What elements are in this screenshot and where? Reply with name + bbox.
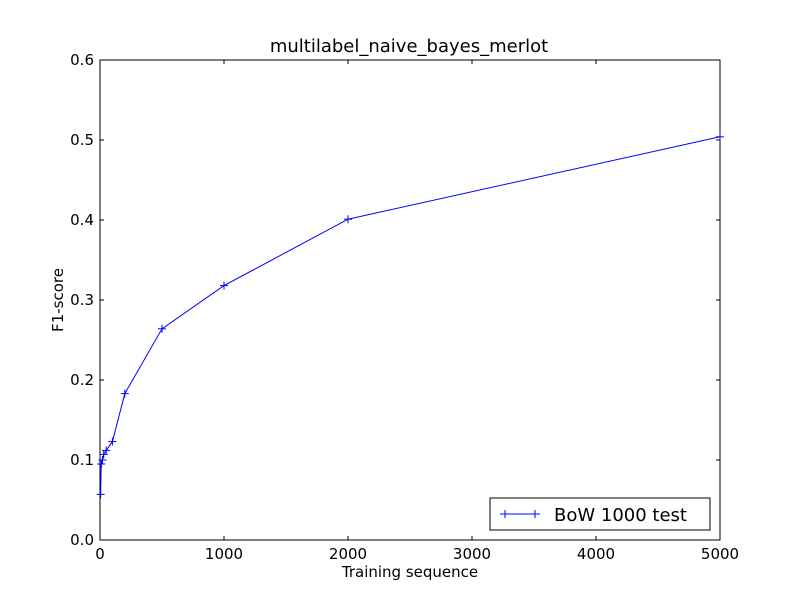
y-axis-title: F1-score [49, 268, 67, 332]
x-axis-title: Training sequence [341, 563, 478, 581]
axis-ticks: 0 1000 2000 3000 4000 5000 0.0 0.1 0.2 0.3 0.4 0.5 0… [70, 51, 739, 563]
y-tick-label: 0.1 [70, 451, 94, 469]
y-tick-label: 0.2 [70, 371, 94, 389]
legend-label: BoW 1000 test [554, 505, 687, 526]
y-tick-label: 0.5 [70, 131, 94, 149]
data-point [716, 132, 724, 141]
x-tick-label: 4000 [577, 545, 615, 563]
y-tick-label: 0.0 [70, 531, 94, 549]
data-point [98, 456, 107, 464]
data-point [97, 460, 106, 468]
x-tick-label: 3000 [453, 545, 491, 563]
data-point [120, 389, 129, 398]
data-point [96, 490, 105, 499]
data-point [220, 281, 228, 290]
data-point [158, 324, 166, 333]
y-tick-label: 0.6 [70, 51, 94, 69]
x-tick-label: 5000 [701, 545, 739, 563]
legend: BoW 1000 test [489, 497, 711, 531]
x-tick-label: 1000 [205, 545, 243, 563]
plot-area [99, 59, 721, 541]
data-point [108, 437, 117, 446]
chart-title: multilabel_naive_bayes_merlot [270, 36, 548, 57]
x-tick-label: 2000 [329, 545, 367, 563]
y-tick-label: 0.4 [70, 211, 94, 229]
y-tick-label: 0.3 [70, 291, 94, 309]
data-point [344, 215, 352, 224]
series-layer [96, 132, 724, 499]
data-point [102, 446, 111, 455]
x-tick-label: 0 [95, 545, 105, 563]
legend-marker-sample [501, 510, 539, 518]
